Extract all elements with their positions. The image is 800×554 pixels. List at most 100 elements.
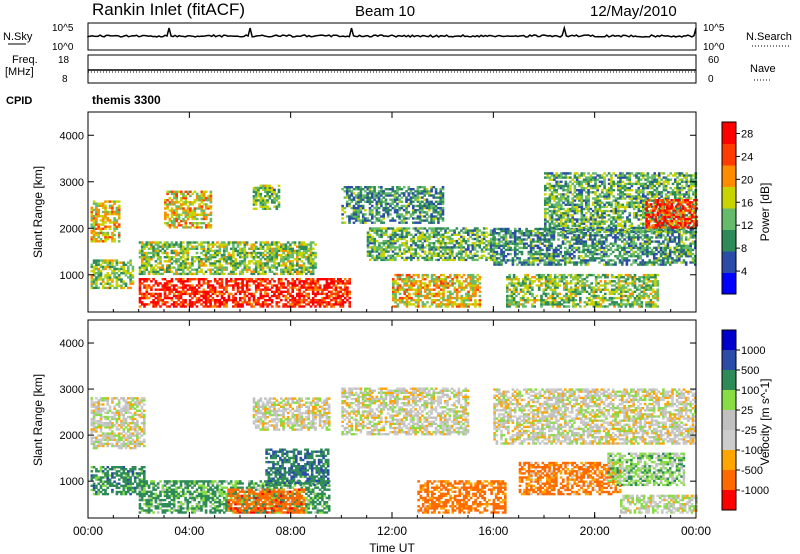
range-cell [197, 260, 201, 263]
range-cell [552, 261, 556, 264]
range-cell [264, 243, 267, 246]
range-cell [611, 236, 615, 239]
range-cell [307, 247, 310, 250]
range-cell [332, 280, 336, 283]
range-cell [446, 301, 450, 304]
range-cell [423, 305, 427, 308]
range-cell [140, 256, 144, 259]
range-cell [266, 199, 269, 202]
range-cell [257, 278, 260, 281]
range-cell [430, 242, 434, 245]
range-cell [120, 272, 123, 275]
range-cell [250, 272, 253, 276]
range-cell [300, 284, 304, 287]
range-cell [213, 270, 217, 273]
range-cell [92, 265, 96, 269]
range-cell [523, 263, 526, 266]
range-cell [355, 217, 358, 220]
range-cell [467, 294, 470, 298]
range-cell [441, 211, 445, 214]
range-cell [412, 194, 415, 197]
range-cell [509, 236, 512, 239]
range-cell [527, 229, 531, 233]
range-cell [602, 259, 606, 262]
range-cell [426, 273, 429, 277]
range-cell [282, 251, 285, 255]
range-cell [364, 217, 367, 220]
range-cell [430, 276, 434, 279]
range-cell [175, 209, 178, 212]
range-cell [516, 229, 519, 233]
range-cell [437, 280, 441, 283]
range-cell [455, 305, 459, 308]
range-cell [441, 254, 445, 257]
range-cell [394, 301, 397, 304]
range-cell [373, 227, 377, 230]
range-cell [546, 176, 549, 179]
range-cell [357, 204, 360, 208]
range-cell [170, 258, 174, 261]
range-cell [616, 246, 620, 250]
range-cell [373, 194, 376, 197]
range-cell [439, 244, 443, 247]
range-cell [270, 247, 274, 250]
range-cell [180, 199, 183, 202]
range-cell [621, 257, 624, 260]
range-cell [159, 282, 162, 285]
range-cell [270, 301, 274, 304]
range-cell [270, 199, 274, 202]
range-cell [449, 280, 452, 283]
range-cell [554, 248, 558, 252]
range-cell [280, 282, 283, 285]
range-cell [419, 282, 422, 285]
range-cell [364, 213, 367, 216]
range-cell [277, 188, 281, 192]
range-cell [95, 284, 98, 287]
range-cell [398, 276, 402, 279]
range-cell [471, 276, 475, 279]
range-cell [602, 248, 606, 252]
range-cell [532, 259, 535, 262]
range-cell [343, 288, 347, 291]
range-cell [166, 286, 169, 289]
range-cell [639, 263, 642, 266]
range-cell [207, 245, 210, 248]
range-cell [200, 268, 203, 271]
range-cell [412, 254, 415, 257]
range-cell [465, 299, 468, 302]
range-cell [410, 288, 413, 291]
range-cell [504, 238, 508, 241]
range-cell [166, 264, 169, 267]
range-cell [104, 259, 107, 262]
range-cell [150, 243, 153, 246]
range-cell [554, 259, 558, 262]
range-cell [405, 200, 408, 203]
range-cell [465, 292, 468, 296]
range-cell [412, 248, 415, 251]
range-cell [309, 256, 313, 259]
range-cell [650, 236, 654, 239]
range-cell [392, 286, 395, 289]
range-cell [694, 236, 697, 239]
range-cell [580, 242, 583, 245]
range-cell [384, 198, 388, 201]
range-cell [156, 241, 160, 244]
range-cell [341, 294, 345, 298]
range-cell [366, 250, 370, 253]
range-cell [380, 235, 383, 239]
range-cell [186, 278, 190, 281]
range-cell [375, 254, 379, 257]
range-cell [188, 294, 192, 298]
range-cell [207, 268, 210, 271]
range-cell [371, 196, 374, 199]
range-cell [138, 305, 142, 308]
range-cell [273, 284, 276, 287]
range-cell [307, 284, 310, 287]
range-cell [92, 280, 96, 283]
range-cell [495, 261, 499, 264]
range-cell [375, 258, 379, 262]
range-cell [419, 294, 422, 298]
range-cell [536, 232, 540, 235]
range-cell [95, 276, 98, 279]
range-cell [548, 195, 552, 198]
